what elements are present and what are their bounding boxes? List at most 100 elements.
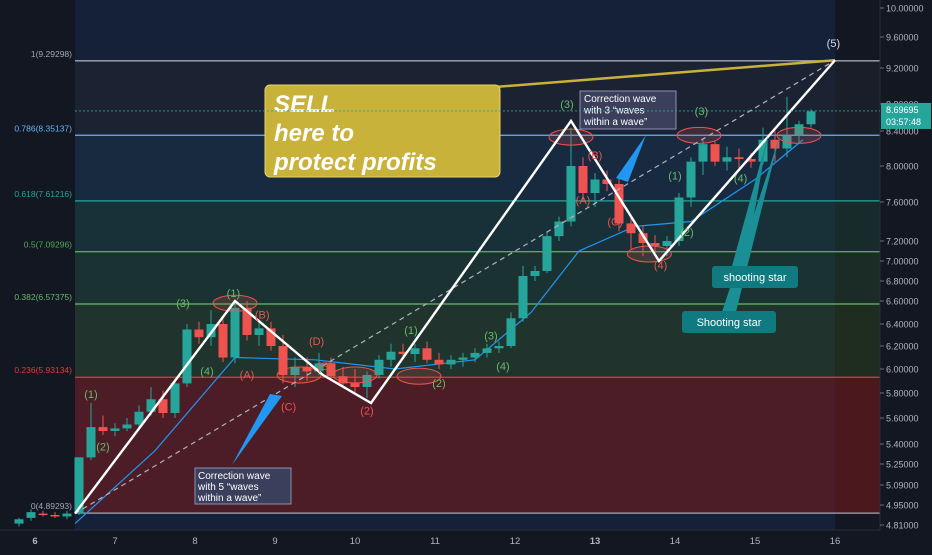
wave-label: (A) [240,370,255,382]
candle-body [134,411,144,425]
candle-body [266,328,276,346]
time-tick-label: 14 [670,536,681,547]
candle-body [158,399,168,413]
current-price-text: 8.69695 [886,105,919,115]
candle-body [722,157,732,162]
wave-label: (A) [576,195,591,207]
candle-body [590,179,600,193]
candle-body [110,428,120,431]
price-tick-label: 6.60000 [886,297,919,307]
candle-body [686,161,696,198]
candle-body [374,359,384,375]
price-tick-label: 7.60000 [886,198,919,208]
candle-body [698,144,708,162]
sell-callout-text: SELL [274,91,335,118]
moving-average-line [74,139,804,525]
moving-average-layer [74,139,804,525]
wave-label: (2) [680,227,693,239]
candle-body [758,139,768,162]
candle-body [710,144,720,162]
correction-callout-text: within a wave” [583,117,647,128]
candle-body [314,363,324,372]
time-tick-label: 15 [750,536,761,547]
candle-body [746,159,756,162]
wave-label: (B) [588,150,603,162]
candle-body [650,243,660,246]
candle-body [806,111,816,125]
candle-body [494,346,504,349]
correction-arrow-top [616,135,646,182]
candle-body [350,383,360,387]
fib-level-label: 0.786(8.35137) [14,123,72,133]
correction-callout-text: with 5 “waves [197,482,259,493]
reversal-highlight-ellipse [332,366,378,384]
sell-callout-text: here to [274,120,354,147]
wave-label: (1) [404,325,417,337]
correction-arrow-bottom [232,394,282,465]
candle-body [14,519,24,524]
wave-label: (C) [281,402,296,414]
wave-label: (4) [654,260,667,272]
wave-label: (3) [695,106,708,118]
candle-body [506,318,516,346]
candle-body [734,157,744,159]
wave-label: (3) [176,298,189,310]
candle-body [194,329,204,338]
wave-label: (1) [227,288,240,300]
candle-body [362,375,372,387]
fib-level-label: 0.618(7.61216) [14,189,72,199]
candle-body [518,276,528,319]
wave-label: (4) [734,173,747,185]
price-tick-label: 4.81000 [886,521,919,531]
time-tick-label: 6 [32,536,37,547]
candle-body [62,513,72,517]
shooting-star-callout-upper [712,266,798,288]
sell-callout-text: protect profits [273,149,437,176]
dashed-trend-line [74,59,836,515]
price-tick-label: 9.20000 [886,64,919,74]
candle-body [422,348,432,360]
wave-label: (C) [607,216,622,228]
candle-body [122,424,132,429]
candle-body [530,271,540,276]
candle-body [434,359,444,365]
candle-body [218,324,228,358]
wave-label: (5) [827,38,840,50]
wave-label: (3) [560,99,573,111]
price-tick-label: 6.20000 [886,342,919,352]
candle-body [302,366,312,372]
candle-body [326,363,336,377]
candle-body [578,166,588,193]
correction-callout-text: Correction wave [584,94,657,105]
reversal-highlight-ellipse [548,128,594,146]
candle-body [566,166,576,222]
current-price-tag [881,102,931,129]
candle-body [446,359,456,365]
candle-body [410,348,420,355]
price-tick-label: 5.09000 [886,481,919,491]
wave-label: (1) [84,389,97,401]
candle-body [242,307,252,335]
candle-body [170,383,180,413]
reversal-highlight-ellipse [676,126,722,144]
candle-body [458,357,468,360]
wave-label: (1) [668,171,681,183]
price-tick-label: 7.20000 [886,237,919,247]
price-axis-background [880,0,932,550]
candle-body [770,139,780,149]
wave-label: (B) [255,309,270,321]
candle-body [626,223,636,234]
price-tick-label: 5.25000 [886,460,919,470]
candle-body [662,241,672,246]
candle-body [182,329,192,384]
candle-body [74,457,84,514]
candle-body [794,124,804,136]
candle-body [470,352,480,358]
price-tick-label: 6.40000 [886,320,919,330]
time-tick-label: 8 [192,536,197,547]
candle-body [230,307,240,358]
candle-body [278,346,288,375]
